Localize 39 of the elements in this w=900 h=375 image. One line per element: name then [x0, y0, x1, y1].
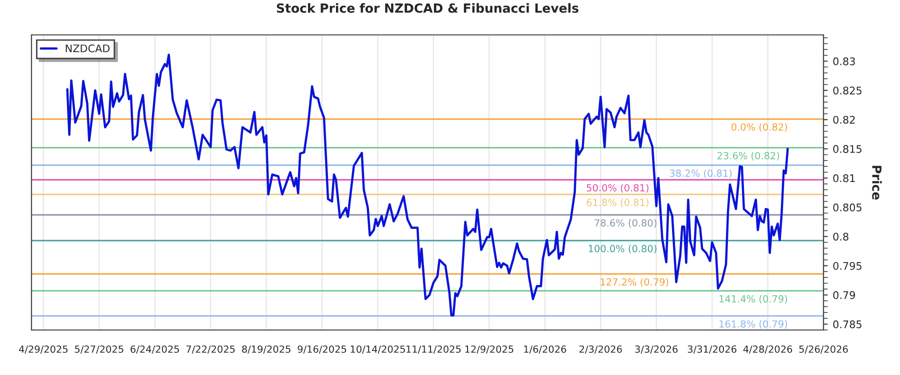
- y-tick-label: 0.79: [833, 291, 855, 300]
- y-tick-label: 0.825: [833, 86, 862, 94]
- y-tick-label: 0.81: [833, 174, 855, 182]
- x-tick-label: 12/9/2025: [465, 345, 514, 354]
- x-tick-label: 9/16/2025: [298, 345, 346, 354]
- ref-line-label: 127.2% (0.79): [600, 278, 668, 287]
- y-tick-label: 0.805: [833, 204, 862, 212]
- ref-line-label: 38.2% (0.81): [670, 169, 732, 178]
- y-tick-label: 0.82: [833, 116, 855, 124]
- x-tick-label: 3/3/2026: [635, 345, 678, 354]
- y-tick-label: 0.795: [833, 262, 862, 270]
- ref-line-label: 23.6% (0.82): [717, 152, 780, 160]
- ref-line-label: 0.0% (0.82): [731, 123, 788, 132]
- ref-line-label: 78.6% (0.80): [594, 219, 656, 228]
- y-tick-label: 0.8: [833, 232, 848, 241]
- x-tick-label: 6/24/2025: [130, 345, 179, 354]
- x-tick-label: 4/28/2026: [743, 345, 792, 354]
- x-tick-label: 5/26/2026: [799, 345, 848, 354]
- x-tick-label: 8/19/2025: [242, 345, 290, 354]
- x-tick-label: 4/29/2025: [18, 345, 68, 354]
- ref-line-label: 50.0% (0.81): [586, 184, 648, 193]
- chart-title: Stock Price for NZDCAD & Fibunacci Levels: [276, 3, 578, 13]
- x-tick-label: 3/31/2026: [688, 345, 736, 354]
- x-tick-label: 5/27/2025: [74, 345, 124, 354]
- x-tick-label: 1/6/2026: [524, 345, 566, 354]
- y-tick-label: 0.83: [833, 57, 855, 66]
- line-series: [66, 54, 789, 316]
- x-tick-label: 2/3/2026: [580, 345, 622, 354]
- x-tick-label: 10/14/2025: [350, 345, 405, 354]
- ref-line-label: 100.0% (0.80): [588, 244, 656, 254]
- x-tick-label: 11/11/2025: [406, 345, 461, 354]
- x-tick-label: 7/22/2025: [186, 345, 235, 354]
- ref-line-label: 141.4% (0.79): [720, 295, 788, 304]
- y-tick-label: 0.815: [833, 145, 862, 153]
- ref-line-label: 61.8% (0.81): [586, 198, 648, 208]
- ref-line-label: 161.8% (0.79): [720, 320, 788, 329]
- y-axis-title: Price: [872, 166, 882, 200]
- y-tick-label: 0.785: [833, 320, 862, 328]
- legend-label: NZDCAD: [66, 44, 110, 52]
